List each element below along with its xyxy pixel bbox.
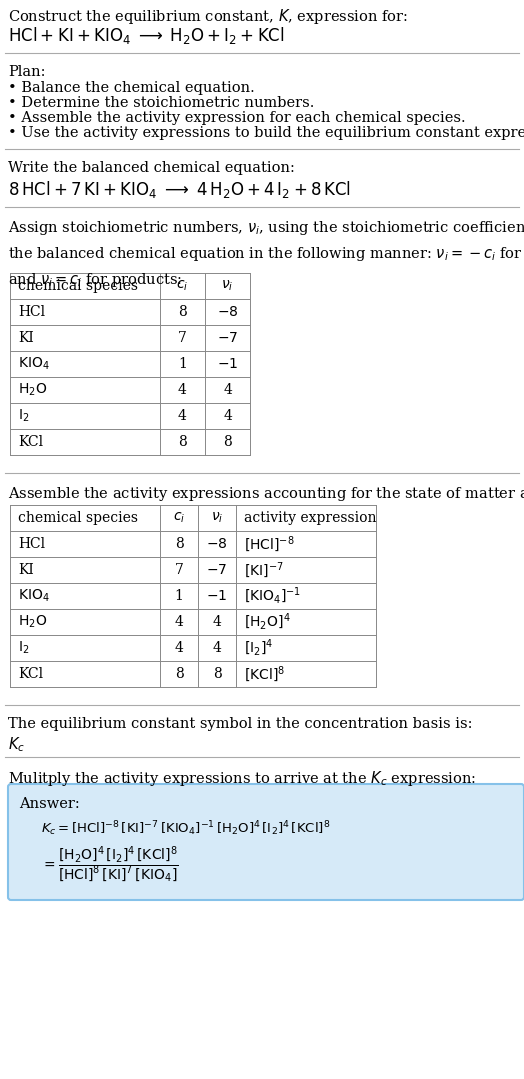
Text: 1: 1 bbox=[174, 589, 183, 603]
Text: $[\mathrm{HCl}]^{-8}$: $[\mathrm{HCl}]^{-8}$ bbox=[244, 534, 294, 554]
Text: $-7$: $-7$ bbox=[206, 563, 227, 577]
Text: chemical species: chemical species bbox=[18, 511, 138, 525]
Text: $\nu_i$: $\nu_i$ bbox=[211, 510, 223, 525]
Text: $\mathrm{I_2}$: $\mathrm{I_2}$ bbox=[18, 408, 29, 424]
Text: Mulitply the activity expressions to arrive at the $K_c$ expression:: Mulitply the activity expressions to arr… bbox=[8, 769, 476, 788]
Text: KI: KI bbox=[18, 563, 34, 577]
Text: • Determine the stoichiometric numbers.: • Determine the stoichiometric numbers. bbox=[8, 96, 314, 110]
Text: The equilibrium constant symbol in the concentration basis is:: The equilibrium constant symbol in the c… bbox=[8, 718, 473, 730]
FancyBboxPatch shape bbox=[8, 784, 524, 900]
Text: $[\mathrm{KIO_4}]^{-1}$: $[\mathrm{KIO_4}]^{-1}$ bbox=[244, 586, 301, 606]
Text: 8: 8 bbox=[174, 537, 183, 551]
Text: HCl: HCl bbox=[18, 305, 45, 319]
Text: Assign stoichiometric numbers, $\nu_i$, using the stoichiometric coefficients, $: Assign stoichiometric numbers, $\nu_i$, … bbox=[8, 219, 524, 288]
Text: 1: 1 bbox=[178, 357, 187, 371]
Text: $\mathrm{H_2O}$: $\mathrm{H_2O}$ bbox=[18, 614, 47, 630]
Text: Construct the equilibrium constant, $K$, expression for:: Construct the equilibrium constant, $K$,… bbox=[8, 6, 408, 26]
Text: 4: 4 bbox=[178, 409, 187, 423]
Text: $-1$: $-1$ bbox=[206, 589, 227, 603]
Text: Plan:: Plan: bbox=[8, 65, 46, 79]
Text: Assemble the activity expressions accounting for the state of matter and $\nu_i$: Assemble the activity expressions accoun… bbox=[8, 484, 524, 503]
Text: $-8$: $-8$ bbox=[217, 305, 238, 319]
Text: $c_i$: $c_i$ bbox=[177, 278, 189, 293]
Text: $\mathrm{HCl + KI + KIO_4}$$\;\longrightarrow\;$$\mathrm{H_2O + I_2 + KCl}$: $\mathrm{HCl + KI + KIO_4}$$\;\longright… bbox=[8, 25, 285, 46]
Text: HCl: HCl bbox=[18, 537, 45, 551]
Text: 4: 4 bbox=[174, 615, 183, 629]
Text: chemical species: chemical species bbox=[18, 279, 138, 293]
Text: $c_i$: $c_i$ bbox=[173, 510, 185, 525]
Text: $K_c = [\mathrm{HCl}]^{-8}\,[\mathrm{KI}]^{-7}\,[\mathrm{KIO_4}]^{-1}\,[\mathrm{: $K_c = [\mathrm{HCl}]^{-8}\,[\mathrm{KI}… bbox=[41, 819, 330, 837]
Text: 7: 7 bbox=[178, 331, 187, 345]
Text: $[\mathrm{H_2O}]^4$: $[\mathrm{H_2O}]^4$ bbox=[244, 612, 291, 632]
Text: • Assemble the activity expression for each chemical species.: • Assemble the activity expression for e… bbox=[8, 111, 466, 125]
Text: $\mathrm{H_2O}$: $\mathrm{H_2O}$ bbox=[18, 382, 47, 398]
Text: 8: 8 bbox=[174, 667, 183, 681]
Text: $\mathrm{KIO_4}$: $\mathrm{KIO_4}$ bbox=[18, 356, 50, 372]
Text: 4: 4 bbox=[178, 383, 187, 397]
Text: 4: 4 bbox=[213, 641, 222, 655]
Text: 7: 7 bbox=[174, 563, 183, 577]
Text: 4: 4 bbox=[174, 641, 183, 655]
Text: $\mathrm{KIO_4}$: $\mathrm{KIO_4}$ bbox=[18, 588, 50, 604]
Text: 8: 8 bbox=[178, 305, 187, 319]
Text: $K_c$: $K_c$ bbox=[8, 735, 25, 754]
Text: KI: KI bbox=[18, 331, 34, 345]
Text: • Balance the chemical equation.: • Balance the chemical equation. bbox=[8, 81, 255, 95]
Text: $-1$: $-1$ bbox=[217, 357, 238, 371]
Text: $-8$: $-8$ bbox=[206, 537, 228, 551]
Text: $\nu_i$: $\nu_i$ bbox=[221, 278, 234, 293]
Text: $[\mathrm{KCl}]^8$: $[\mathrm{KCl}]^8$ bbox=[244, 664, 285, 684]
Text: $[\mathrm{KI}]^{-7}$: $[\mathrm{KI}]^{-7}$ bbox=[244, 560, 283, 579]
Text: $\mathrm{I_2}$: $\mathrm{I_2}$ bbox=[18, 640, 29, 656]
Text: KCl: KCl bbox=[18, 667, 43, 681]
Text: $8\,\mathrm{HCl} + 7\,\mathrm{KI} + \mathrm{KIO_4}$$\;\longrightarrow\;$$4\,\mat: $8\,\mathrm{HCl} + 7\,\mathrm{KI} + \mat… bbox=[8, 179, 351, 200]
Text: $-7$: $-7$ bbox=[217, 331, 238, 345]
Text: 4: 4 bbox=[213, 615, 222, 629]
Text: Answer:: Answer: bbox=[19, 797, 80, 811]
Text: 8: 8 bbox=[178, 435, 187, 449]
Text: 8: 8 bbox=[213, 667, 221, 681]
Text: $= \dfrac{[\mathrm{H_2O}]^4\,[\mathrm{I_2}]^4\,[\mathrm{KCl}]^8}{[\mathrm{HCl}]^: $= \dfrac{[\mathrm{H_2O}]^4\,[\mathrm{I_… bbox=[41, 845, 179, 886]
Text: $[\mathrm{I_2}]^4$: $[\mathrm{I_2}]^4$ bbox=[244, 638, 274, 658]
Text: activity expression: activity expression bbox=[244, 511, 377, 525]
Text: 4: 4 bbox=[223, 383, 232, 397]
Text: • Use the activity expressions to build the equilibrium constant expression.: • Use the activity expressions to build … bbox=[8, 126, 524, 140]
Text: 4: 4 bbox=[223, 409, 232, 423]
Text: Write the balanced chemical equation:: Write the balanced chemical equation: bbox=[8, 161, 295, 175]
Text: 8: 8 bbox=[223, 435, 232, 449]
Text: KCl: KCl bbox=[18, 435, 43, 449]
